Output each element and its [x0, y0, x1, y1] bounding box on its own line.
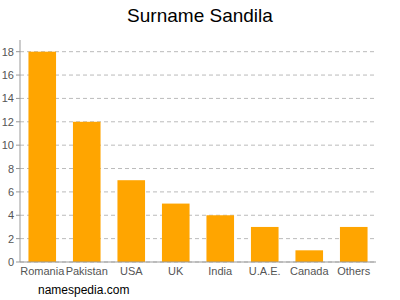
chart: Surname Sandila 0 2 4 6 8 10 12 14 16 18 RomaniaPak… [0, 0, 400, 300]
grid-line [20, 262, 376, 263]
tick-mark [16, 145, 20, 146]
grid-line [20, 51, 376, 52]
y-tick-label: 12 [2, 116, 14, 128]
grid-line [20, 98, 376, 99]
bar [73, 122, 101, 262]
bar [340, 227, 368, 262]
bar [206, 215, 234, 262]
x-tick-label: UK [168, 265, 184, 277]
y-tick-label: 14 [2, 92, 14, 104]
tick-mark [16, 168, 20, 169]
tick-mark [16, 75, 20, 76]
tick-mark [16, 215, 20, 216]
y-tick-label: 6 [8, 186, 14, 198]
y-tick-label: 18 [2, 46, 14, 58]
grid-line [20, 75, 376, 76]
y-axis [20, 40, 21, 262]
x-tick-label: U.A.E. [249, 265, 281, 277]
tick-mark [16, 191, 20, 192]
tick-mark [16, 238, 20, 239]
x-tick-label: Pakistan [66, 265, 108, 277]
bar [162, 204, 190, 262]
tick-mark [16, 51, 20, 52]
y-tick-label: 2 [8, 233, 14, 245]
bars [28, 52, 367, 262]
x-tick-label: Others [337, 265, 371, 277]
x-tick-label: India [208, 265, 233, 277]
bar [251, 227, 279, 262]
y-tick-label: 10 [2, 139, 14, 151]
y-tick-label: 4 [8, 209, 14, 221]
tick-mark [16, 262, 20, 263]
y-tick-label: 0 [8, 256, 14, 268]
y-tick-label: 16 [2, 69, 14, 81]
x-tick-label: USA [120, 265, 143, 277]
bar [295, 250, 323, 262]
title: Surname Sandila [127, 5, 273, 26]
bar [28, 52, 56, 262]
bar [117, 180, 145, 262]
y-tick-label: 8 [8, 163, 14, 175]
x-axis [20, 262, 376, 263]
x-tick-label: Romania [20, 265, 65, 277]
source-note: namespedia.com [38, 283, 129, 297]
tick-mark [16, 121, 20, 122]
tick-mark [16, 98, 20, 99]
x-tick-label: Canada [290, 265, 329, 277]
